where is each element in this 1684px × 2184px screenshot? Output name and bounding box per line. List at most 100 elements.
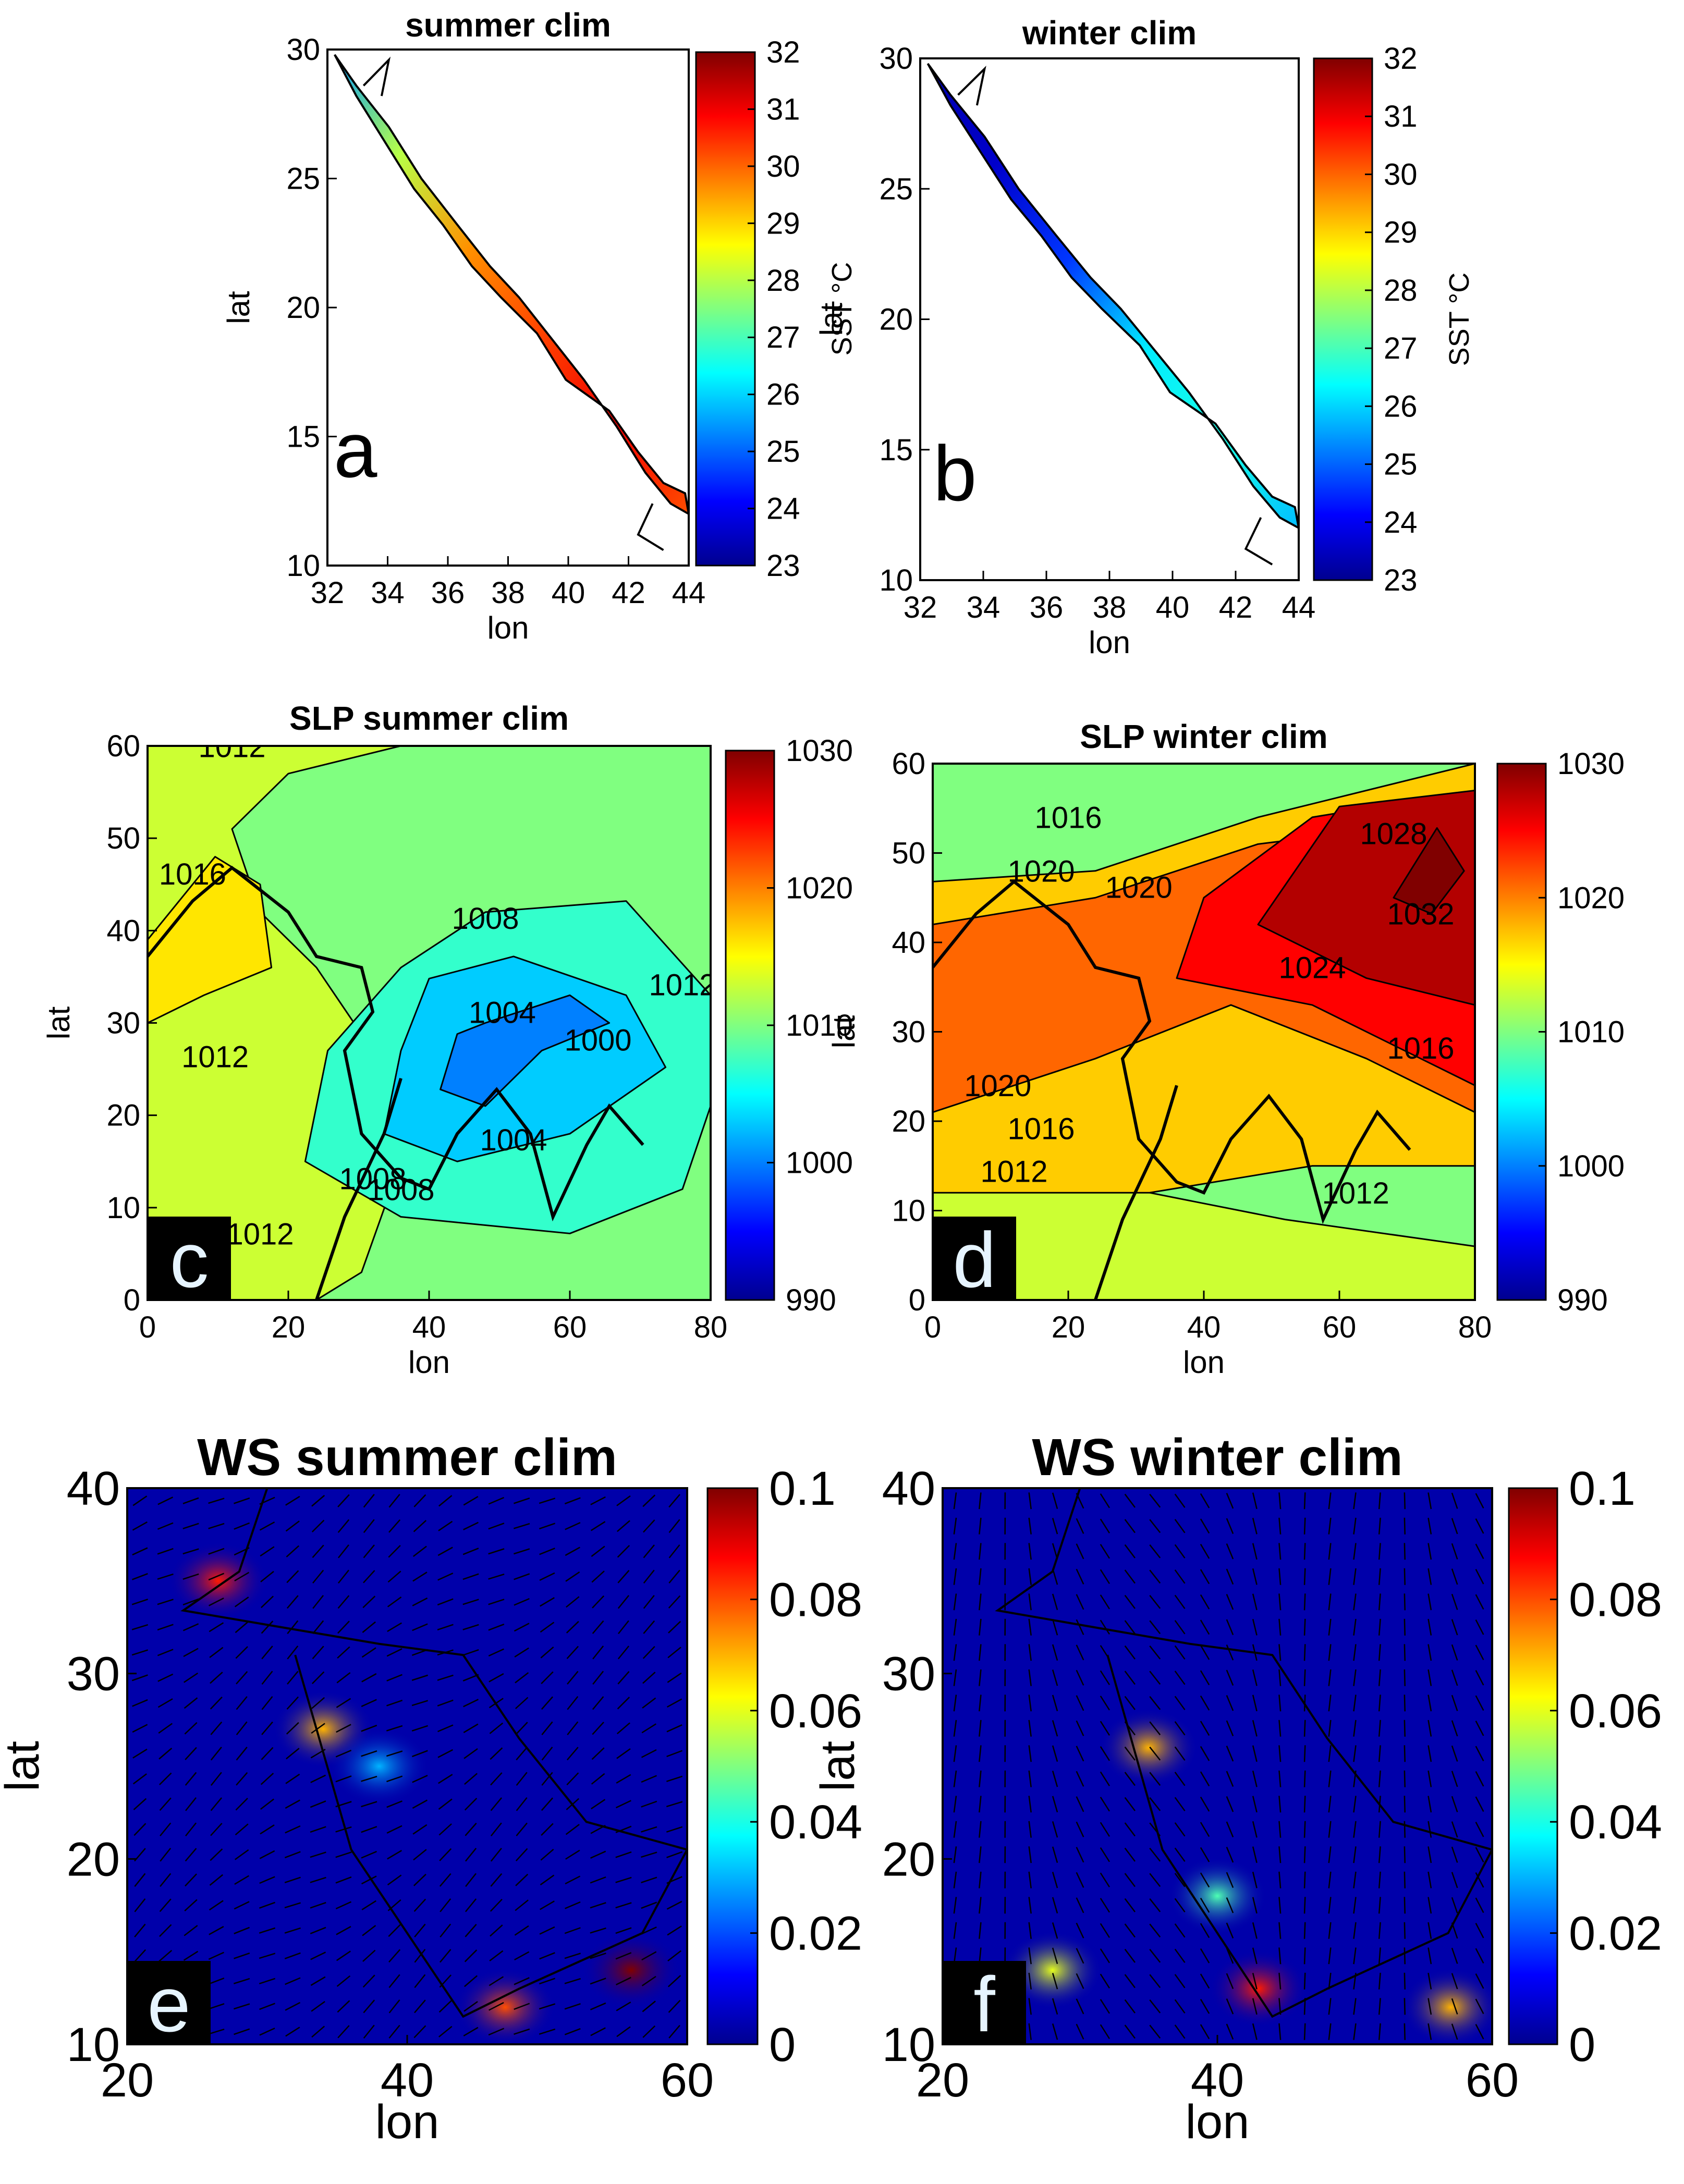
wind-vector: [642, 1697, 656, 1709]
wind-vector: [1200, 1569, 1210, 1585]
wind-vector: [414, 1974, 426, 1989]
wind-vector: [131, 1649, 149, 1656]
wind-vector: [541, 1721, 553, 1735]
wind-vector: [1378, 1821, 1381, 1838]
wind-vector: [541, 1696, 554, 1710]
wind-vector: [1278, 1897, 1282, 1914]
wind-vector: [157, 1599, 174, 1605]
x-tick-label: 34: [371, 576, 405, 610]
wind-vector: [131, 1674, 148, 1682]
wind-vector: [312, 1569, 324, 1584]
wind-vector: [1427, 1568, 1432, 1585]
wind-vector: [132, 1547, 148, 1556]
wind-vector: [1124, 1772, 1136, 1786]
wind-vector: [286, 1545, 300, 1557]
wind-vector: [590, 2027, 606, 2036]
wind-vector: [1328, 1972, 1332, 1990]
wind-vector: [1427, 1543, 1432, 1560]
wind-vector: [979, 1846, 982, 1863]
y-tick-label: 0: [909, 1283, 925, 1317]
wind-vector: [666, 1724, 682, 1733]
wind-vector: [413, 1520, 427, 1532]
wind-vector: [953, 1796, 957, 1813]
wind-vector: [284, 1902, 301, 1909]
wind-vector: [463, 1748, 478, 1759]
wind-vector: [1076, 1922, 1084, 1938]
wind-vector: [539, 2003, 556, 2010]
wind-vector: [311, 1723, 325, 1734]
wind-vector: [285, 1773, 300, 1784]
wind-vector: [1378, 1618, 1381, 1636]
wind-vector: [1174, 1544, 1186, 1559]
wind-vector: [133, 1823, 147, 1836]
wind-vector: [1475, 1619, 1484, 1635]
wind-vector: [388, 1519, 401, 1533]
wind-stress-hotspot: [1168, 1857, 1267, 1935]
wind-vector: [159, 1898, 172, 1912]
wind-vector: [979, 1821, 982, 1838]
contour-label: 1012: [226, 1218, 294, 1251]
wind-vector: [157, 1673, 174, 1682]
wind-vector: [1076, 1645, 1084, 1661]
wind-vector: [1451, 1518, 1458, 1535]
wind-vector: [337, 2025, 350, 2039]
wind-vector: [666, 1750, 683, 1758]
wind-vector: [1475, 1847, 1484, 1863]
wind-vector: [1303, 1720, 1306, 1737]
wind-vector: [1353, 1644, 1357, 1661]
wind-vector: [1124, 2025, 1136, 2039]
wind-vector: [261, 1671, 273, 1685]
wind-vector: [1052, 1947, 1058, 1964]
wind-vector: [1252, 1695, 1258, 1712]
wind-vector: [438, 1774, 453, 1784]
wind-vector: [261, 1596, 274, 1609]
wind-vector: [210, 1696, 223, 1710]
wind-vector: [490, 1772, 503, 1786]
wind-vector: [1328, 1492, 1332, 1510]
colorbar-tick-label: 0.04: [769, 1796, 862, 1849]
panel-letter: c: [170, 1216, 209, 1304]
wind-vector: [566, 1646, 579, 1659]
wind-vector: [464, 1975, 478, 1987]
wind-vector: [1427, 1897, 1432, 1914]
wind-vector: [337, 1621, 350, 1634]
wind-vector: [488, 1648, 504, 1657]
wind-vector: [335, 1826, 352, 1833]
wind-vector: [1124, 1696, 1136, 1710]
wind-vector: [1174, 1519, 1186, 1533]
wind-vector: [1052, 1973, 1058, 1990]
wind-vector: [953, 1846, 957, 1863]
colorbar-tick-label: 0.08: [769, 1573, 862, 1626]
wind-vector: [1076, 1973, 1084, 1989]
wind-vector: [462, 1624, 479, 1630]
wind-vector: [1427, 1947, 1432, 1965]
wind-vector: [336, 1698, 351, 1708]
wind-vector: [1100, 1721, 1111, 1736]
wind-vector: [285, 1799, 300, 1809]
coastline-africa: [315, 1077, 402, 1300]
wind-vector: [310, 1976, 326, 1986]
y-tick-label: 10: [879, 563, 913, 597]
colorbar: [695, 51, 756, 567]
wind-vector: [1278, 1821, 1282, 1838]
wind-vector: [641, 1851, 657, 1858]
wind-vector: [286, 1570, 299, 1584]
wind-vector: [1278, 1543, 1282, 1560]
wind-vector: [235, 1621, 249, 1634]
wind-vector: [567, 1696, 579, 1710]
wind-vector: [667, 1925, 682, 1936]
wind-vector: [463, 2027, 479, 2036]
colorbar-tick-label: 25: [766, 435, 800, 469]
wind-vector: [1278, 1517, 1282, 1535]
wind-vector: [234, 1952, 250, 1959]
wind-vector: [1124, 1898, 1136, 1912]
wind-vector: [386, 1648, 402, 1657]
wind-vector: [336, 1950, 351, 1961]
wind-vector: [287, 1620, 299, 1634]
wind-vector: [386, 1775, 403, 1783]
wind-vector: [643, 1620, 655, 1634]
wind-vector: [1076, 1771, 1084, 1787]
wind-vector: [1226, 1543, 1234, 1560]
wind-vector: [1028, 1922, 1032, 1939]
